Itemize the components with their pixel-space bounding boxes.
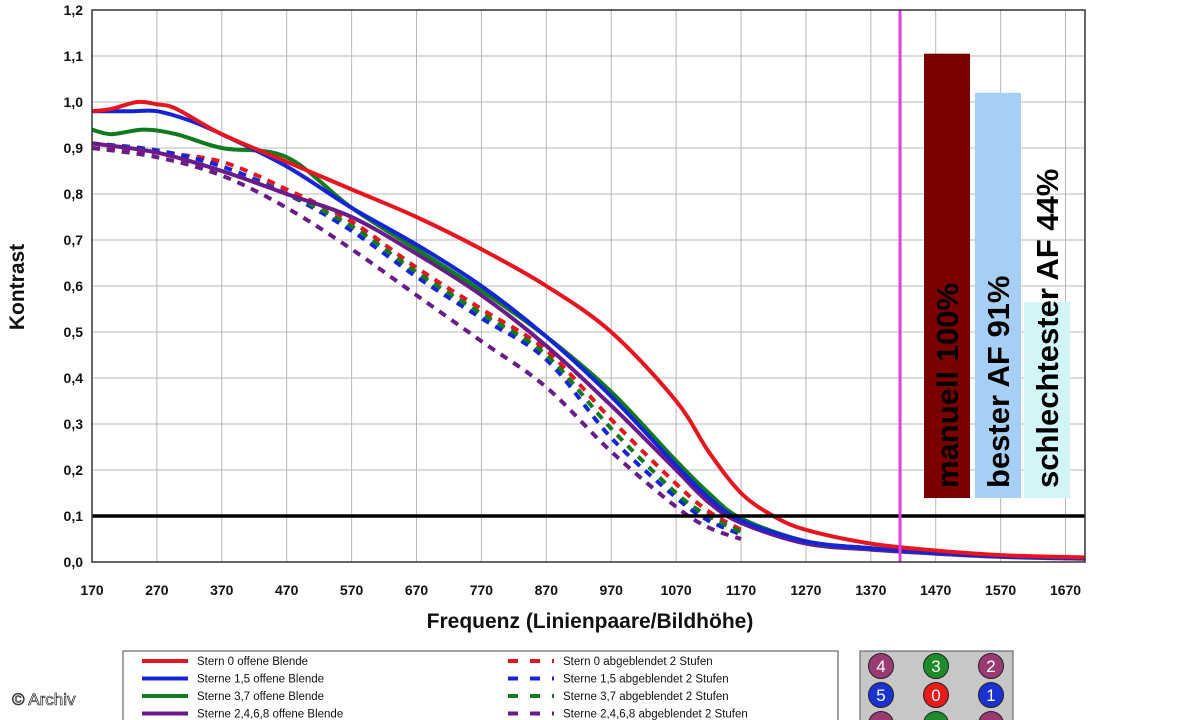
legend-label: Sterne 1,5 abgeblendet 2 Stufen [563,674,729,686]
y-tick-label: 0,8 [64,186,84,202]
x-tick-label: 1670 [1050,582,1081,598]
legend-box [122,650,839,720]
series-line [91,141,742,537]
x-tick-label: 1570 [985,582,1016,598]
star-marker [868,653,894,679]
y-tick-label: 0,0 [64,554,84,570]
tick-labels: 170 270 370 470 570 670 770 870 970 1070 1170 1270 1… [64,2,1082,598]
bar [924,53,970,498]
legend-label: Sterne 3,7 abgeblendet 2 Stufen [563,691,729,703]
y-tick-label: 0,2 [64,462,84,478]
star-grid: 4 3 2 5 0 1 [859,650,1014,720]
star-marker [868,711,894,720]
star-marker [923,653,949,679]
y-tick-label: 1,0 [64,94,84,110]
bar-label: bester AF 91% [981,276,1016,489]
y-tick-label: 1,1 [64,48,84,64]
legend-label: Stern 0 offene Blende [197,656,308,668]
y-tick-label: 0,4 [64,370,84,386]
x-tick-label: 770 [470,582,494,598]
star-marker [978,653,1004,679]
y-tick-label: 0,6 [64,278,84,294]
credit-text: © Archiv [12,690,76,709]
x-tick-label: 1070 [661,582,692,598]
legend-label: Sterne 1,5 offene Blende [197,674,324,686]
y-tick-label: 0,1 [64,508,84,524]
star-number: 3 [931,657,940,676]
x-tick-label: 270 [145,582,169,598]
x-tick-label: 570 [340,582,364,598]
series-line [92,108,1086,561]
bar-label: schlechtester AF 44% [1030,169,1065,488]
star-marker [978,711,1004,720]
x-tick-label: 670 [405,582,429,598]
star-number: 0 [931,686,940,705]
legend-label: Sterne 2,4,6,8 offene Blende [197,709,343,720]
plot-frame [91,9,1086,563]
y-tick-label: 1,2 [64,2,84,18]
x-axis-title: Frequenz (Linienpaare/Bildhöhe) [427,610,754,633]
series-line [91,146,742,532]
series-lines [91,99,1086,561]
bars: manuell 100% bester AF 91% schlechtester A… [924,53,1070,499]
bar [1024,302,1070,498]
x-tick-label: 170 [80,582,104,598]
legend-label: Stern 0 abgeblendet 2 Stufen [563,656,713,668]
star-marker [978,682,1004,708]
x-tick-label: 370 [210,582,234,598]
x-tick-label: 1270 [790,582,821,598]
reference-lines [92,10,1085,562]
x-tick-label: 1370 [855,582,886,598]
legend-label: Sterne 2,4,6,8 abgeblendet 2 Stufen [563,709,748,720]
y-tick-label: 0,3 [64,416,84,432]
series-line [91,146,742,541]
grid [91,9,1085,563]
x-tick-label: 1470 [920,582,951,598]
star-number: 2 [986,657,995,676]
star-number: 5 [876,686,885,705]
legend: Stern 0 offene Blende Sterne 1,5 offene B… [122,650,839,720]
star-marker [923,682,949,708]
y-tick-label: 0,9 [64,140,84,156]
x-tick-label: 970 [600,582,624,598]
x-tick-label: 870 [535,582,559,598]
bar-label: manuell 100% [930,283,965,488]
series-line [91,99,1086,560]
bar [975,92,1021,499]
y-axis-title: Kontrast [6,244,29,330]
y-tick-label: 0,7 [64,232,84,248]
star-number: 4 [876,657,885,676]
star-number: 1 [986,686,995,705]
plot-border [91,9,1086,563]
x-tick-label: 470 [275,582,299,598]
star-marker [868,682,894,708]
legend-label: Sterne 3,7 offene Blende [197,691,324,703]
x-tick-label: 1170 [726,582,757,598]
star-marker [923,711,949,720]
y-tick-label: 0,5 [64,324,84,340]
